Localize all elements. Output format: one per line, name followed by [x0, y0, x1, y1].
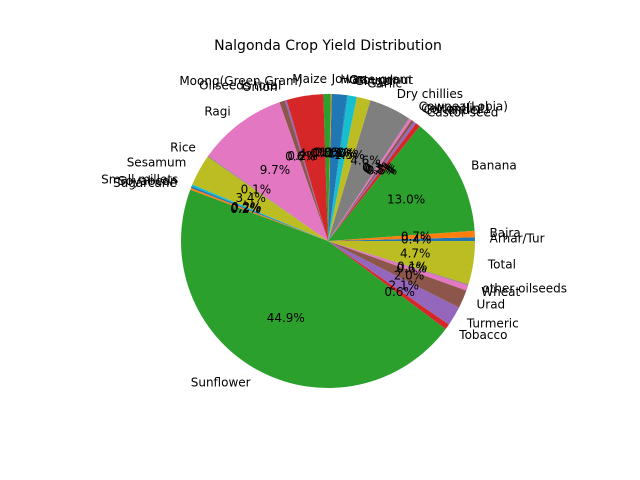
percentage-label: 1.5% — [334, 148, 365, 162]
slice-label: Sesamum — [127, 156, 187, 170]
slice-label: Groundnut — [349, 73, 413, 87]
slice-label: Small millets — [101, 172, 178, 186]
pie-slice — [328, 95, 357, 241]
pie-slices — [181, 94, 475, 388]
percentage-label: 0.4% — [401, 232, 432, 246]
percentage-label: 0.8% — [312, 145, 343, 159]
percentage-label: 9.7% — [260, 163, 291, 177]
pie-slice — [181, 189, 446, 388]
slice-label: Soyabean — [118, 174, 177, 188]
slice-label: Cotton(lint) — [421, 101, 489, 115]
slice-label: Onion — [242, 80, 277, 94]
slice-label: Arhar/Tur — [490, 231, 545, 245]
slice-label: Garlic — [367, 77, 402, 91]
percentage-label: 0.5% — [367, 164, 398, 178]
percentage-label: 0.1% — [397, 260, 428, 274]
percentage-label: 0.1% — [241, 183, 272, 197]
percentage-label: 0.6% — [396, 262, 427, 276]
pie-slice — [192, 156, 328, 241]
slice-label: Wheat — [481, 285, 520, 299]
slice-label: Ginger — [355, 74, 395, 88]
pie-slice — [190, 186, 328, 241]
percentage-label: 0.6% — [285, 150, 316, 164]
pie-slice — [328, 95, 348, 241]
pie-slice — [328, 120, 414, 241]
slice-label: Urad — [476, 298, 505, 312]
pie-slice — [328, 94, 347, 241]
percentage-label: 0.3% — [365, 162, 396, 176]
percentage-labels: 0.4%0.7%13.0%0.5%0.3%0.3%0.3%4.6%1.5%1.0… — [230, 145, 431, 325]
percentage-label: 0.6% — [384, 285, 415, 299]
percentage-label: 13.0% — [387, 193, 425, 207]
percentage-label: 0.2% — [287, 149, 318, 163]
pie-slice — [328, 230, 475, 241]
slice-label: Moong(Green Gram) — [179, 74, 302, 88]
pie-slice — [286, 94, 328, 241]
slice-label: Cowpea(Lobia) — [419, 100, 508, 114]
percentage-label: 3.4% — [235, 191, 266, 205]
pie-slice — [328, 96, 371, 241]
pie-slice — [208, 102, 328, 242]
percentage-label: 0.2% — [231, 200, 262, 214]
pie-slice — [328, 94, 332, 241]
percentage-label: 1.6% — [319, 146, 350, 160]
pie-slice — [284, 99, 328, 241]
slice-label: Maize — [292, 72, 327, 86]
pie-slice — [328, 123, 420, 241]
pie-slice — [323, 94, 331, 241]
percentage-label: 0.7% — [401, 229, 432, 243]
slice-label: Banana — [471, 158, 517, 172]
percentage-label: 0.3% — [362, 160, 393, 174]
percentage-label: 1.0% — [327, 147, 358, 161]
slice-label: Rice — [170, 140, 196, 154]
slice-label: Sunflower — [191, 375, 251, 389]
pie-slice — [279, 100, 328, 241]
slice-label: Castor seed — [427, 106, 498, 120]
pie-slice — [190, 188, 328, 241]
slice-label: Horse-gram — [340, 72, 411, 86]
percentage-label: 0.1% — [315, 145, 346, 159]
slice-label: Jowar — [331, 72, 365, 86]
pie-slice — [328, 241, 475, 285]
percentage-label: 4.7% — [400, 247, 431, 261]
pie-slice — [328, 241, 460, 325]
slice-label: Coriander — [424, 103, 483, 117]
slice-label: Turmeric — [466, 316, 519, 330]
slice-label: Total — [487, 258, 516, 272]
slice-label: Ragi — [204, 104, 230, 118]
percentage-label: 2.0% — [394, 268, 425, 282]
percentage-label: 0.3% — [364, 161, 395, 175]
percentage-label: 4.0% — [299, 146, 330, 160]
chart-title: Nalgonda Crop Yield Distribution — [214, 38, 442, 54]
percentage-label: 0.2% — [230, 202, 261, 216]
pie-slice — [328, 241, 467, 308]
slice-label: Dry chillies — [397, 87, 463, 101]
pie-slice — [191, 184, 328, 241]
pie-slice — [328, 100, 410, 242]
percentage-label: 44.9% — [267, 311, 305, 325]
percentage-label: 0.2% — [231, 201, 262, 215]
slice-label: other oilseeds — [482, 282, 567, 296]
percentage-label: 4.6% — [350, 154, 381, 168]
pie-slice — [207, 155, 328, 241]
pie-slice — [328, 241, 469, 286]
pie-slice — [328, 237, 475, 241]
pie-slice — [328, 241, 469, 291]
pie-slice — [328, 126, 475, 241]
pie-slice — [328, 241, 449, 330]
slice-label: Bajra — [490, 226, 521, 240]
slice-label: Tobacco — [458, 328, 507, 342]
slice-label: Sugarcane — [113, 176, 177, 190]
pie-slice — [328, 121, 417, 241]
percentage-label: 0.1% — [324, 146, 355, 160]
pie-slice — [328, 118, 412, 241]
percentage-label: 2.1% — [389, 279, 420, 293]
slice-label: Oilseeds total — [199, 79, 281, 93]
